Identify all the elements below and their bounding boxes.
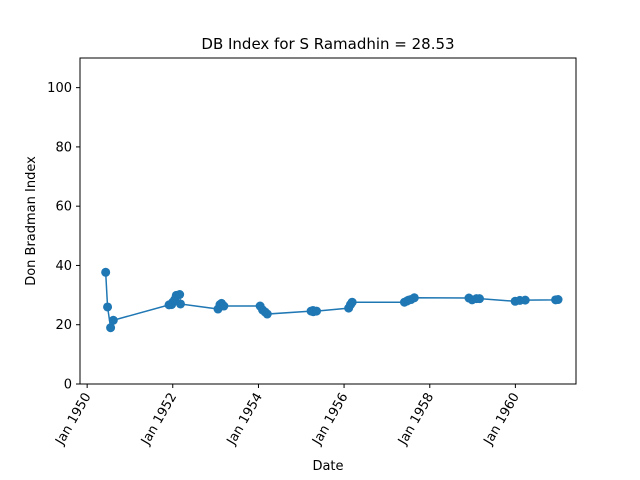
- data-point-3: [108, 315, 118, 325]
- x-tick-label-1: Jan 1952: [138, 391, 180, 449]
- data-point-34: [475, 294, 484, 304]
- plot-area: [80, 58, 576, 384]
- y-tick-label-2: 40: [55, 259, 72, 274]
- x-tick-label-4: Jan 1958: [395, 391, 437, 449]
- data-point-0: [101, 267, 111, 277]
- data-point-25: [347, 297, 357, 307]
- data-point-2: [106, 323, 116, 333]
- x-tick-label-2: Jan 1954: [224, 391, 266, 449]
- y-tick-label-4: 80: [55, 140, 72, 155]
- data-point-10: [175, 299, 185, 309]
- plot-frame: [79, 57, 577, 385]
- y-tick-label-5: 100: [47, 81, 72, 96]
- chart-title: DB Index for S Ramadhin = 28.53: [201, 35, 454, 53]
- x-tick-label-0: Jan 1950: [52, 391, 94, 449]
- x-tick-label-3: Jan 1956: [309, 391, 351, 449]
- data-point-39: [553, 295, 563, 305]
- y-tick-label-0: 0: [64, 378, 72, 393]
- data-point-30: [409, 293, 419, 303]
- data-point-22: [312, 306, 322, 316]
- data-point-37: [520, 295, 530, 305]
- y-tick-label-3: 60: [55, 200, 72, 215]
- data-point-9: [175, 290, 185, 299]
- data-point-1: [103, 302, 113, 312]
- y-axis-label: Don Bradman Index: [24, 156, 39, 286]
- data-point-14: [219, 301, 229, 311]
- y-tick-label-1: 20: [55, 318, 72, 333]
- x-tick-label-5: Jan 1960: [481, 391, 523, 449]
- data-layer: [101, 267, 563, 333]
- data-point-18: [262, 309, 272, 319]
- x-axis-label: Date: [312, 459, 343, 474]
